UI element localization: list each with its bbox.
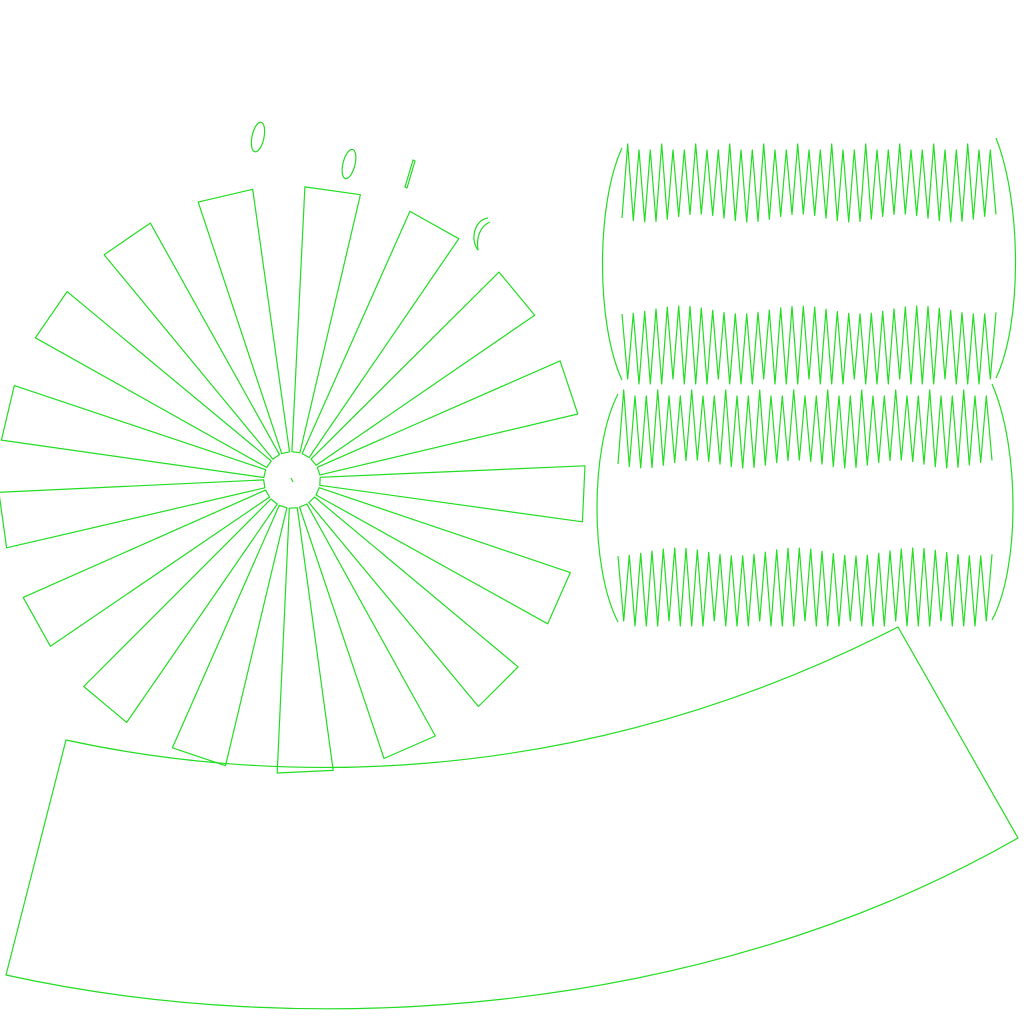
radial-blade [171, 504, 288, 767]
radial-blade [83, 498, 278, 723]
radial-blade [315, 487, 571, 625]
radial-blade [22, 489, 271, 647]
strip-right-edge [991, 383, 1014, 621]
radial-blade [299, 503, 436, 760]
radial-blade [301, 210, 460, 459]
strip-bottom-teeth [617, 547, 993, 627]
radial-blade-group [0, 186, 586, 774]
radial-blade [308, 496, 519, 708]
strip-right-edge [995, 137, 1017, 379]
radial-blade [0, 479, 266, 549]
radial-blade [103, 222, 281, 460]
center-mark [290, 477, 294, 483]
small-slash-mark [404, 159, 416, 189]
strip-top-teeth [621, 143, 997, 223]
small-crescent-mark [473, 217, 491, 251]
radial-blade [310, 271, 536, 466]
radial-blade [34, 291, 272, 469]
radial-blade [319, 465, 586, 523]
radial-blade [276, 507, 334, 774]
radial-blade [316, 360, 579, 476]
arc-band-group [5, 626, 1019, 1010]
strip-left-edge [601, 147, 623, 381]
strip-left-edge [596, 393, 619, 623]
radial-blade [197, 188, 291, 455]
strip-bottom-teeth [621, 305, 997, 385]
strip-top-teeth [617, 389, 993, 469]
small-oval-mark [341, 148, 357, 180]
tooth-strip-group [596, 137, 1017, 627]
radial-blade [0, 385, 267, 479]
small-mark-group [250, 121, 491, 251]
radial-blade [291, 186, 361, 454]
arc-band [5, 626, 1019, 1010]
small-oval-mark [250, 121, 266, 153]
